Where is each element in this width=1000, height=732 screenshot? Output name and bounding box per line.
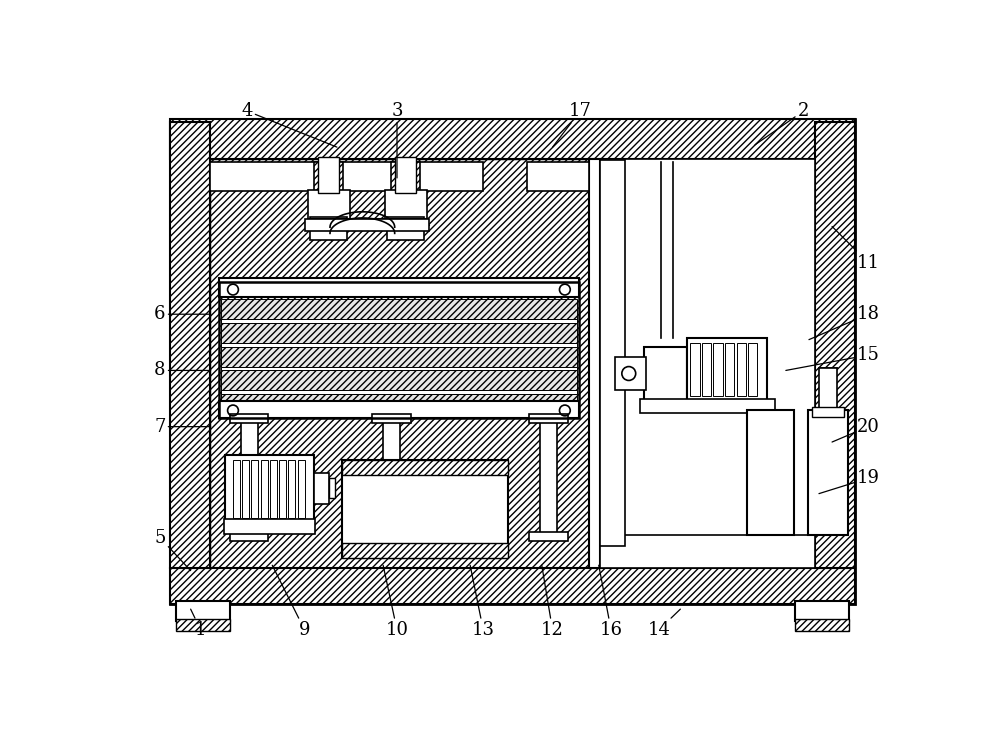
Bar [314,162,343,193]
Bar [395,157,416,193]
Bar [690,343,700,396]
Bar [372,532,411,542]
Bar [210,159,589,567]
Text: 20: 20 [832,418,880,442]
Bar [219,278,579,297]
Bar [210,162,483,191]
Bar [176,602,230,621]
Bar [318,157,339,193]
Bar [387,217,424,240]
Bar [310,217,347,240]
Bar [170,122,210,567]
Bar [261,460,268,518]
Text: 8: 8 [154,362,211,379]
Bar [527,162,589,191]
Bar [219,401,579,418]
Text: 15: 15 [786,346,880,370]
Bar [615,357,646,389]
Bar [795,619,849,631]
Bar [329,478,335,498]
Bar [308,218,427,222]
Bar [221,323,577,343]
Bar [808,411,848,535]
Bar [812,408,844,417]
Bar [687,338,767,401]
Bar [314,473,329,504]
Bar [170,119,855,604]
Bar [737,343,746,396]
Bar [219,282,579,418]
Bar [795,602,849,621]
Bar [748,343,757,396]
Text: 7: 7 [154,418,211,436]
Text: 19: 19 [819,469,880,493]
Bar [342,460,508,559]
Bar [230,414,268,423]
Bar [170,119,855,159]
Bar [383,418,400,535]
Bar [221,367,577,370]
Text: 17: 17 [553,102,592,147]
Text: 3: 3 [391,102,403,178]
Bar [815,122,855,567]
Bar [221,319,577,323]
Text: 14: 14 [647,609,680,639]
Bar [221,390,577,395]
Text: 4: 4 [241,102,337,147]
Bar [221,370,577,390]
Text: 1: 1 [191,609,206,639]
Bar [372,414,411,423]
Bar [819,368,837,411]
Bar [251,460,258,518]
Bar [288,460,295,518]
Bar [170,567,855,604]
Bar [529,532,568,542]
Text: 6: 6 [154,305,211,324]
Bar [224,519,315,534]
Bar [644,347,687,401]
Bar [210,159,589,567]
Bar [279,460,286,518]
Bar [241,418,258,535]
Bar [342,460,508,475]
Bar [725,343,734,396]
Bar [221,346,577,367]
Bar [385,190,427,220]
Bar [342,543,508,559]
Text: 12: 12 [541,565,564,639]
Bar [225,455,314,523]
Text: 10: 10 [383,565,409,639]
Text: 11: 11 [832,226,880,272]
Bar [221,343,577,346]
Text: 16: 16 [599,565,623,639]
Bar [600,535,815,567]
Text: 5: 5 [154,529,191,571]
Text: 9: 9 [272,565,310,639]
Bar [391,162,420,193]
Bar [747,411,794,535]
Bar [529,414,568,423]
Bar [589,159,600,567]
Text: 2: 2 [755,102,809,145]
Bar [305,219,429,231]
Bar [600,160,625,546]
Bar [221,299,577,319]
Bar [308,190,350,220]
Bar [640,399,775,413]
Bar [270,460,277,518]
Bar [298,460,305,518]
Bar [230,532,268,542]
Bar [600,159,815,567]
Bar [540,418,557,535]
Bar [242,460,249,518]
Bar [233,460,240,518]
Text: 13: 13 [470,565,495,639]
Bar [221,395,577,414]
Bar [702,343,711,396]
Bar [176,619,230,631]
Bar [713,343,723,396]
Text: 18: 18 [809,305,880,340]
